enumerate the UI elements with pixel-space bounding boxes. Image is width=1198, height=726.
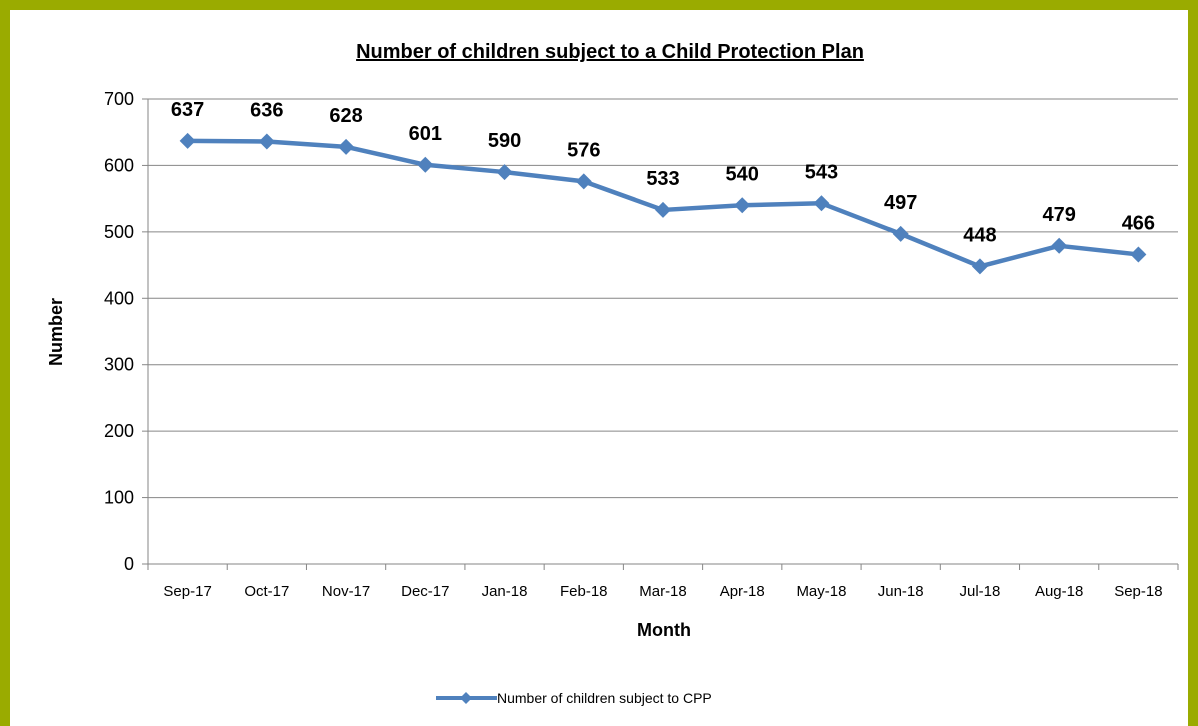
y-tick-label: 700 [104, 89, 134, 109]
data-label: 628 [329, 105, 362, 127]
data-label: 637 [171, 99, 204, 121]
x-tick-label: Jan-18 [482, 583, 528, 600]
data-label: 543 [805, 161, 838, 183]
x-tick-label: Apr-18 [720, 583, 765, 600]
x-tick-label: Nov-17 [322, 583, 370, 600]
data-label: 479 [1042, 204, 1075, 226]
data-point [496, 164, 513, 181]
data-point [892, 225, 909, 242]
x-tick-label: Dec-17 [401, 583, 449, 600]
x-tick-label: May-18 [796, 583, 846, 600]
data-point [813, 195, 830, 212]
legend-label: Number of children subject to CPP [497, 690, 712, 706]
data-point [179, 132, 196, 149]
data-point [338, 138, 355, 155]
x-tick-label: Sep-17 [163, 583, 211, 600]
data-point [417, 156, 434, 173]
x-tick-label: Sep-18 [1114, 583, 1162, 600]
y-tick-label: 500 [104, 222, 134, 242]
y-axis-title: Number [46, 298, 66, 366]
legend: Number of children subject to CPP [436, 690, 712, 706]
data-label: 497 [884, 192, 917, 214]
x-tick-label: Jul-18 [959, 583, 1000, 600]
series-layer [179, 132, 1147, 275]
gridlines [148, 98, 1178, 499]
data-label: 448 [963, 224, 996, 246]
x-tick-label: Feb-18 [560, 583, 608, 600]
y-tick-label: 300 [104, 355, 134, 375]
data-point [575, 173, 592, 190]
y-tick-label: 600 [104, 155, 134, 175]
x-tick-label: Jun-18 [878, 583, 924, 600]
data-point [1051, 237, 1068, 254]
y-tick-label: 0 [124, 554, 134, 574]
y-tick-label: 400 [104, 288, 134, 308]
data-point [258, 133, 275, 150]
x-tick-label: Mar-18 [639, 583, 687, 600]
data-point [655, 201, 671, 218]
x-tick-label: Oct-17 [244, 583, 289, 600]
data-label: 576 [567, 139, 600, 161]
y-tick-label: 200 [104, 421, 134, 441]
data-point [971, 258, 988, 275]
axes: 0 100 200 300 400 500 600 700 Sep-17 Oct-17 Nov-17… [104, 89, 1179, 600]
chart-title: Number of children subject to a Child Pr… [356, 41, 864, 63]
x-axis-title: Month [637, 620, 691, 640]
data-label: 590 [488, 130, 521, 152]
data-labels: 637 636 628 601 590 576 533 540 543 497 448 479 466 [171, 99, 1155, 247]
data-point [1130, 246, 1147, 263]
line-chart: Number of children subject to a Child Pr… [46, 41, 1179, 706]
legend-marker-icon [460, 692, 472, 704]
chart-frame: Number of children subject to a Child Pr… [10, 10, 1188, 726]
data-label: 466 [1122, 212, 1155, 234]
data-point [734, 197, 751, 214]
data-label: 533 [646, 168, 679, 190]
data-label: 601 [409, 123, 442, 145]
y-tick-label: 100 [104, 488, 134, 508]
data-label: 540 [726, 163, 759, 185]
x-tick-label: Aug-18 [1035, 583, 1083, 600]
data-label: 636 [250, 100, 283, 122]
